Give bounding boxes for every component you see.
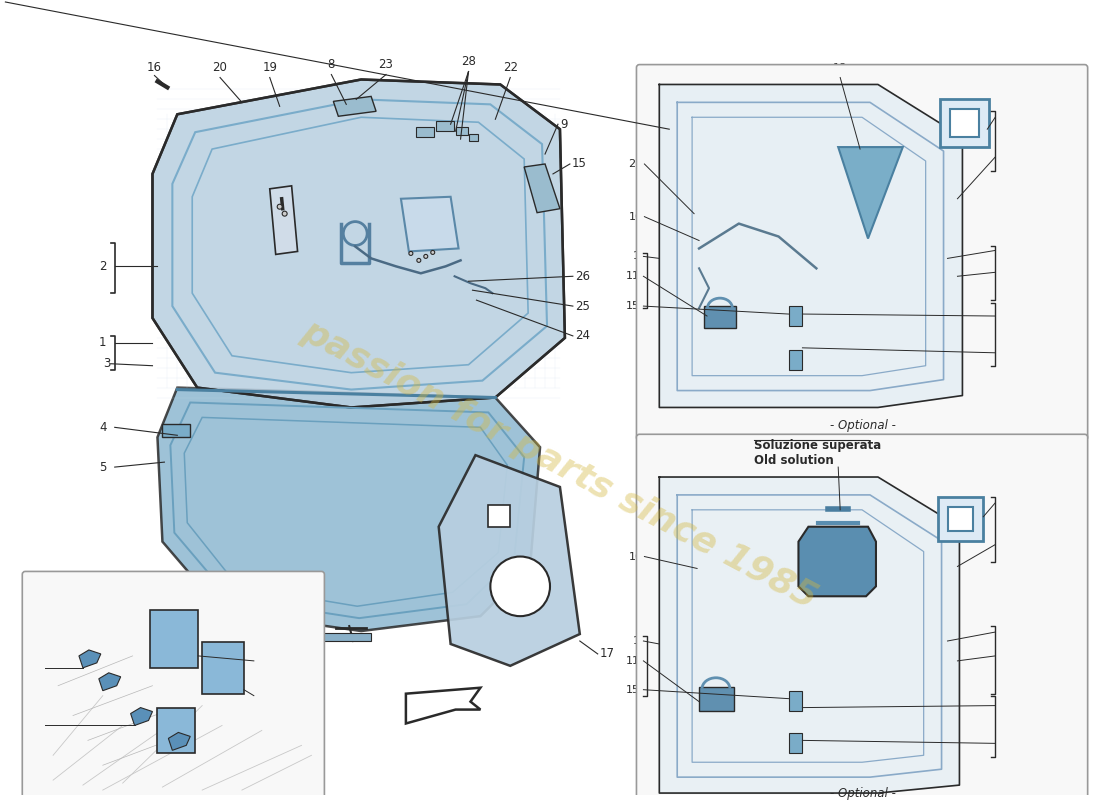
Polygon shape: [406, 688, 481, 723]
Text: 15: 15: [572, 158, 586, 170]
Circle shape: [283, 211, 287, 216]
Bar: [947, 507, 974, 530]
Bar: [488, 505, 510, 526]
Text: 11: 11: [626, 271, 639, 282]
Polygon shape: [799, 526, 876, 596]
Text: 4: 4: [99, 421, 107, 434]
Text: 15: 15: [998, 311, 1011, 321]
Bar: [202, 642, 244, 694]
Bar: [416, 127, 433, 137]
Text: 12: 12: [998, 348, 1011, 358]
Text: 18: 18: [832, 452, 845, 462]
Bar: [789, 690, 802, 710]
Text: Soluzione superata: Soluzione superata: [754, 438, 881, 452]
Text: 1: 1: [998, 267, 1004, 278]
Bar: [157, 707, 195, 754]
Bar: [949, 110, 979, 137]
Text: 22: 22: [503, 61, 518, 74]
Text: 10: 10: [628, 551, 642, 562]
Polygon shape: [525, 164, 560, 213]
Text: 6: 6: [256, 656, 264, 666]
Circle shape: [409, 251, 412, 255]
Text: 15: 15: [626, 685, 639, 694]
Text: 10: 10: [628, 212, 642, 222]
Bar: [455, 127, 468, 135]
Text: 13: 13: [998, 498, 1011, 508]
Polygon shape: [838, 147, 903, 238]
Polygon shape: [99, 673, 121, 690]
Circle shape: [424, 254, 428, 258]
Bar: [789, 350, 802, 370]
Text: 1: 1: [632, 636, 639, 646]
Text: 9: 9: [560, 118, 568, 130]
Bar: [151, 610, 198, 668]
Polygon shape: [659, 85, 962, 407]
Polygon shape: [333, 96, 376, 116]
Text: 1: 1: [632, 251, 639, 262]
Text: 8: 8: [328, 58, 336, 71]
Text: 13: 13: [998, 112, 1011, 122]
Text: 15: 15: [626, 301, 639, 311]
Polygon shape: [270, 186, 298, 254]
Polygon shape: [157, 387, 540, 631]
Bar: [436, 122, 453, 131]
Polygon shape: [131, 707, 153, 726]
Text: - Optional -: - Optional -: [830, 419, 896, 432]
Text: 5: 5: [99, 461, 107, 474]
Text: 23: 23: [378, 58, 394, 71]
Text: 21: 21: [998, 627, 1011, 637]
Text: 1: 1: [99, 336, 107, 350]
Text: 21: 21: [998, 246, 1011, 255]
FancyBboxPatch shape: [637, 65, 1088, 440]
Text: 15: 15: [998, 701, 1011, 710]
Text: 24: 24: [575, 330, 590, 342]
Bar: [939, 99, 989, 147]
Polygon shape: [439, 455, 580, 666]
Text: 16: 16: [147, 61, 162, 74]
Text: 7: 7: [34, 721, 41, 730]
Bar: [789, 306, 802, 326]
Text: 7: 7: [34, 663, 41, 673]
Bar: [292, 633, 371, 641]
Circle shape: [491, 557, 550, 616]
Text: 6: 6: [256, 690, 264, 701]
Text: 18: 18: [833, 62, 847, 73]
Circle shape: [431, 250, 434, 254]
Bar: [700, 686, 734, 710]
Polygon shape: [79, 650, 101, 668]
Text: 2: 2: [99, 260, 107, 273]
Text: passion for parts since 1985: passion for parts since 1985: [297, 314, 823, 616]
Text: 25: 25: [575, 299, 590, 313]
Text: 27: 27: [628, 159, 642, 169]
Bar: [704, 306, 736, 328]
Text: - Optional -: - Optional -: [830, 786, 896, 799]
Text: 3: 3: [103, 358, 111, 370]
Text: 19: 19: [262, 61, 277, 74]
Bar: [469, 134, 478, 141]
Text: 14: 14: [998, 540, 1011, 550]
Text: 26: 26: [575, 270, 590, 282]
Text: 17: 17: [600, 647, 615, 661]
Text: 20: 20: [212, 61, 228, 74]
Text: 11: 11: [626, 656, 639, 666]
Bar: [937, 497, 983, 541]
Text: 28: 28: [461, 55, 476, 68]
Text: 1: 1: [998, 651, 1004, 661]
Text: 12: 12: [998, 738, 1011, 748]
Text: 14: 14: [998, 152, 1011, 162]
Circle shape: [277, 204, 283, 209]
Polygon shape: [400, 197, 459, 251]
Polygon shape: [168, 733, 190, 750]
Bar: [789, 734, 802, 754]
FancyBboxPatch shape: [22, 571, 324, 800]
FancyBboxPatch shape: [637, 434, 1088, 800]
Text: Old solution: Old solution: [754, 454, 834, 466]
Polygon shape: [659, 477, 959, 793]
Circle shape: [417, 258, 421, 262]
Polygon shape: [153, 79, 565, 407]
Bar: [163, 424, 190, 438]
